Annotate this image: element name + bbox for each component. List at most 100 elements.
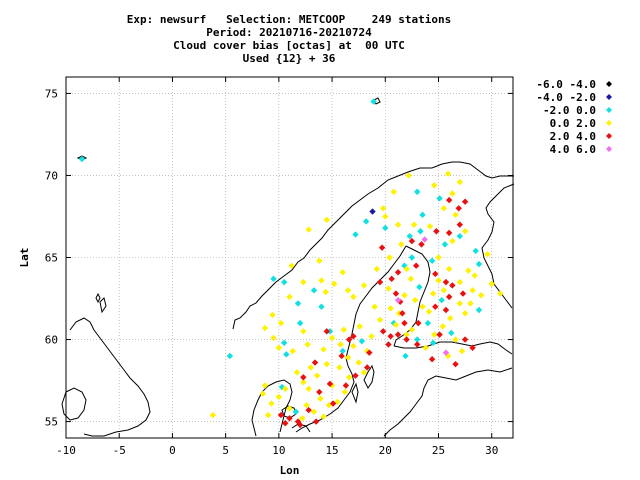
station-point-6 [421,236,428,243]
coastline-oland [351,382,359,404]
station-point-3 [402,352,409,360]
station-point-5 [326,380,334,388]
station-point-3 [318,303,325,310]
y-tick-label: 55 [45,416,58,429]
station-point-5 [392,290,400,297]
station-point-4 [376,316,384,324]
station-point-4 [484,251,491,258]
station-point-5 [401,319,408,327]
station-point-4 [300,278,307,286]
station-point-4 [320,413,327,420]
station-point-3 [283,351,290,358]
station-point-4 [445,265,453,273]
station-point-3 [475,306,483,314]
title-line-3: Cloud cover bias [octas] at 00 UTC [173,39,405,52]
station-point-4 [392,321,400,328]
station-point-5 [394,269,402,276]
station-point-4 [337,341,344,348]
station-point-5 [415,319,422,327]
station-point-4 [471,272,478,279]
station-point-4 [323,216,330,223]
station-point-4 [398,241,405,248]
station-point-3 [339,347,346,355]
x-tick-label: -5 [113,444,126,457]
station-point-4 [344,354,352,361]
legend-marker [606,120,612,126]
station-point-6 [442,349,450,356]
station-point-4 [425,308,433,315]
station-point-4 [440,287,448,294]
station-point-4 [431,331,438,338]
station-point-4 [300,379,307,386]
station-point-5 [461,336,469,343]
station-point-4 [465,267,472,274]
station-point-3 [441,241,449,248]
station-point-3 [280,339,288,347]
station-point-4 [303,401,310,409]
station-point-3 [475,260,483,268]
station-point-3 [370,98,377,105]
station-point-5 [408,237,416,245]
legend-label: 0.0 2.0 [550,117,596,130]
title-line-4: Used {12} + 36 [243,52,336,65]
station-point-5 [456,221,463,228]
station-point-3 [424,319,432,327]
coastline-ireland [61,387,87,421]
station-point-4 [497,290,504,297]
station-point-4 [447,315,454,322]
station-point-3 [280,278,288,286]
station-point-5 [300,374,307,381]
station-point-5 [385,341,392,348]
station-point-3 [362,218,370,225]
legend: -6.0 -4.0-4.0 -2.0-2.0 0.00.0 2.02.0 4.0… [536,78,612,156]
station-point-5 [445,229,453,237]
station-point-5 [432,303,439,310]
legend-label: 2.0 4.0 [550,130,596,143]
station-point-3 [436,195,443,202]
station-point-4 [299,415,306,422]
station-point-4 [331,280,338,287]
station-point-3 [429,339,437,347]
station-point-4 [355,359,362,366]
y-tick-label: 75 [45,87,58,100]
station-point-5 [352,372,359,379]
station-point-4 [408,326,416,333]
station-point-3 [448,329,455,337]
station-point-6 [394,296,402,304]
station-point-3 [472,247,479,255]
station-point-5 [350,333,357,340]
station-point-5 [399,310,406,317]
station-point-4 [373,265,380,273]
station-point-5 [442,306,450,314]
station-point-4 [449,190,456,197]
station-point-4 [345,374,353,381]
y-tick-label: 65 [45,252,58,265]
legend-marker [606,81,612,87]
station-point-4 [328,334,336,342]
legend-marker [606,107,612,113]
station-point-5 [442,278,450,286]
station-point-4 [269,311,276,319]
x-tick-label: 15 [325,444,338,457]
data-points [78,98,504,429]
station-point-5 [323,328,330,335]
station-point-4 [407,275,415,283]
station-point-5 [412,262,420,269]
station-point-4 [422,344,429,351]
station-point-4 [286,405,293,412]
station-point-5 [469,344,476,351]
station-point-3 [428,257,436,264]
station-point-4 [261,324,269,332]
station-point-5 [305,406,312,414]
station-point-5 [445,293,453,301]
legend-label: -6.0 -4.0 [536,78,596,91]
station-point-4 [288,262,295,269]
coastline-gulf-of-finland [393,341,513,355]
x-tick-label: -10 [56,444,76,457]
station-point-4 [410,221,418,228]
y-tick-label: 70 [45,169,58,182]
station-point-5 [394,331,402,338]
station-point-4 [439,323,446,330]
station-point-4 [336,364,343,371]
